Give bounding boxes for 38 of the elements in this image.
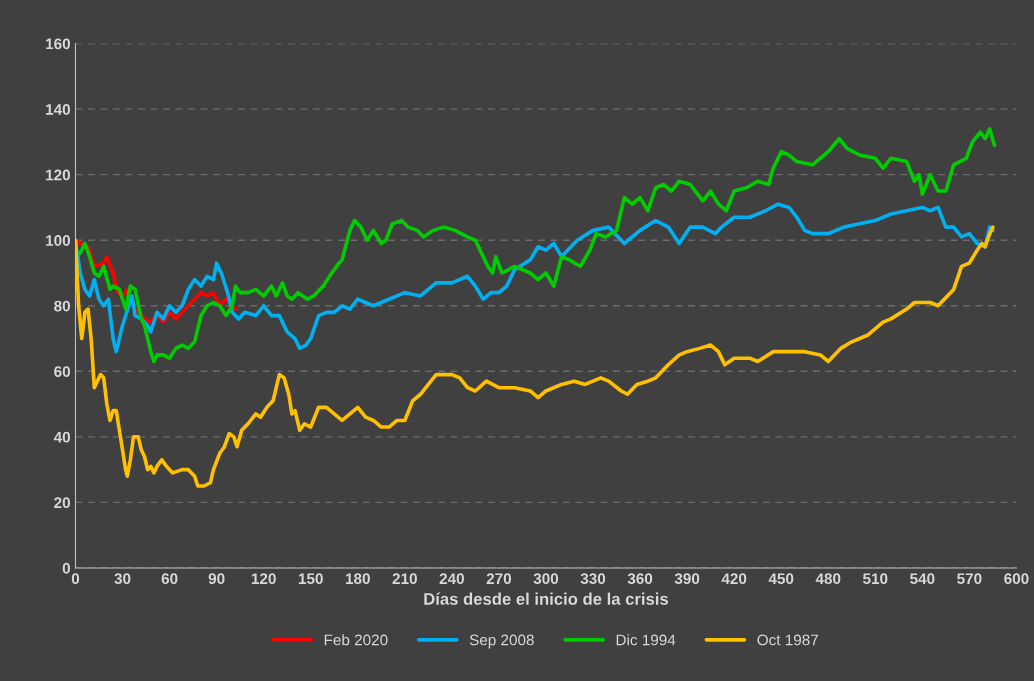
line-series <box>78 126 997 364</box>
x-tick-label: 390 <box>674 573 700 585</box>
legend-label: Feb 2020 <box>324 634 388 646</box>
x-tick-label: 90 <box>208 573 225 585</box>
x-tick-label: 450 <box>768 573 794 585</box>
x-tick-label: 570 <box>957 573 982 585</box>
x-tick-label: 210 <box>392 573 417 585</box>
legend-label: Sep 2008 <box>469 634 534 649</box>
y-tick-label: 0 <box>62 562 70 574</box>
x-tick-label: 600 <box>1004 573 1029 585</box>
x-tick-label: 330 <box>580 573 606 585</box>
y-tick-label: 140 <box>46 104 70 115</box>
x-tick-label: 540 <box>910 573 935 585</box>
y-tick-label: 120 <box>46 169 70 181</box>
x-tick-label: 180 <box>345 573 370 585</box>
y-tick-label: 80 <box>54 300 70 312</box>
y-tick-label: 100 <box>46 235 70 246</box>
x-tick-label: 270 <box>486 573 512 585</box>
y-tick-label: 160 <box>46 38 70 50</box>
legend-label: Oct 1987 <box>757 634 818 646</box>
x-tick-label: 360 <box>627 573 653 585</box>
x-tick-label: 60 <box>161 573 178 585</box>
x-tick-label: 300 <box>533 573 559 585</box>
x-tick-label: 240 <box>439 573 464 585</box>
x-tick-label: 0 <box>71 573 80 585</box>
y-tick-label: 20 <box>54 497 70 509</box>
x-tick-label: 420 <box>721 573 747 585</box>
y-tick-label: 60 <box>54 366 70 377</box>
x-tick-label: 120 <box>251 573 276 585</box>
legend-label: Dic 1994 <box>616 634 676 646</box>
x-tick-label: 510 <box>863 573 888 585</box>
x-tick-label: 30 <box>114 573 131 585</box>
y-tick-label: 40 <box>53 431 70 443</box>
x-tick-label: 480 <box>815 573 841 585</box>
x-tick-label: 150 <box>298 573 323 585</box>
line-series <box>75 225 995 488</box>
line-series <box>75 202 995 354</box>
x-axis-title: Días desde el inicio de la crisis <box>424 592 669 605</box>
